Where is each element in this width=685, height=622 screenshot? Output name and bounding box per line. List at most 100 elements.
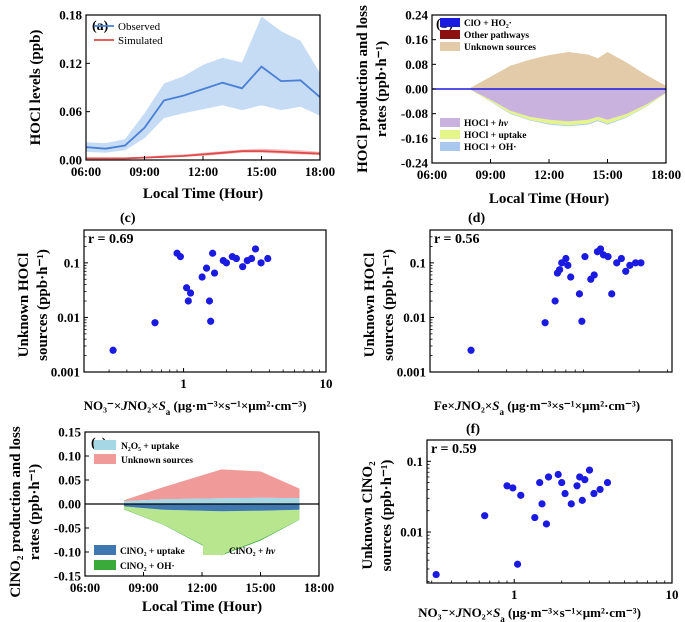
- scatter-point: [596, 245, 605, 253]
- scatter-point: [467, 346, 475, 354]
- y-tick-label: 0.00: [59, 153, 82, 168]
- y-axis-label-line2: rates (ppb·h⁻¹): [374, 41, 390, 137]
- y-axis-label-line1: Unknown ClNO₂: [360, 461, 376, 570]
- label-part: ×: [485, 398, 492, 413]
- label-part: NO₃⁻×: [418, 605, 456, 620]
- label-part: NO₂: [462, 605, 486, 620]
- scatter-point: [509, 484, 517, 492]
- scatter-point: [562, 254, 570, 263]
- x-tick-label: 06:00: [417, 167, 447, 182]
- x-tick-label: 09:00: [129, 164, 159, 179]
- scatter-point: [575, 290, 584, 298]
- scatter-point: [251, 245, 260, 253]
- scatter-point: [202, 264, 211, 272]
- y-tick-label: 0.01: [403, 310, 426, 325]
- scatter-point: [556, 266, 564, 274]
- label-part: ×: [151, 398, 158, 413]
- scatter-point: [544, 473, 553, 481]
- scatter-point: [536, 478, 544, 487]
- scatter-frame: [429, 229, 673, 373]
- legend-swatch: [94, 545, 116, 555]
- y-tick-label: 0.16: [405, 32, 428, 47]
- scatter-point: [205, 297, 214, 305]
- scatter-point: [232, 254, 241, 263]
- y-tick-label: -0.10: [54, 545, 81, 560]
- label-part: NO₃⁻×: [84, 398, 122, 413]
- label-part: a: [500, 614, 505, 622]
- label-part: S: [159, 398, 166, 413]
- scatter-point: [207, 317, 215, 325]
- area-n2o5-uptake: [124, 497, 300, 504]
- scatter-point: [578, 317, 586, 325]
- scatter-point: [564, 261, 572, 269]
- label-part: a: [166, 407, 171, 417]
- y-tick-label: 0.00: [405, 82, 428, 97]
- x-axis-label: NO₃⁻×JNO₂×Sa (μg·m⁻³×s⁻¹×μm²·cm⁻³): [84, 398, 307, 417]
- legend-swatch: [440, 142, 460, 151]
- x-axis-label: Local Time (Hour): [142, 599, 262, 615]
- x-tick-label: 10: [320, 376, 333, 391]
- observed-uncertainty-band: [86, 16, 320, 153]
- legend-swatch: [440, 42, 460, 51]
- legend-simulated-label: Simulated: [118, 35, 163, 47]
- correlation-annotation: r = 0.69: [88, 232, 133, 247]
- scatter-point: [596, 485, 604, 494]
- x-tick-label: 15:00: [592, 167, 622, 182]
- y-tick-label: 0.18: [59, 8, 82, 23]
- scatter-point: [581, 476, 589, 484]
- y-tick-label: 0.10: [58, 449, 81, 464]
- legend-swatch: [440, 30, 460, 39]
- y-tick-label: 0.001: [51, 365, 80, 380]
- panel-c: 0.1 0.01 0.001 1 10 (c) r = 0.69 Unknown HOCl so…: [16, 211, 333, 417]
- x-axis-label: Fe×JNO₂×Sa (μg·m⁻³×s⁻¹×μm²·cm⁻³): [434, 398, 640, 417]
- x-axis-label: Local Time (Hour): [489, 191, 609, 207]
- y-tick-label: 0.1: [64, 255, 80, 270]
- legend-label: ClNO₂ + hv: [229, 547, 276, 557]
- y-tick-label: 0.08: [405, 57, 428, 72]
- label-part: J: [455, 605, 463, 620]
- legend-swatch: [94, 560, 116, 570]
- panel-a: 0.00 0.06 0.12 0.18 06:00 09:00 12:00 15:00 18:0…: [28, 8, 335, 203]
- y-axis-label-line2: sources (ppb·h⁻¹): [35, 249, 51, 361]
- scatter-point: [637, 259, 645, 267]
- scatter-point: [541, 319, 549, 327]
- scatter-point: [109, 346, 117, 354]
- scatter-point: [481, 512, 489, 520]
- scatter-point: [608, 290, 616, 298]
- label-part: (μg·m⁻³×s⁻¹×μm²·cm⁻³): [504, 398, 640, 413]
- legend-swatch: [440, 130, 460, 139]
- legend-label: HOCl + hv: [464, 119, 509, 129]
- area-clno2-uptake: [124, 504, 300, 512]
- x-tick-label: 15:00: [245, 580, 275, 595]
- correlation-annotation: r = 0.59: [431, 442, 476, 457]
- panel-label: (c): [120, 211, 136, 226]
- legend-swatch: [440, 18, 460, 27]
- legend-label: ClNO₂ + uptake: [120, 547, 185, 557]
- scatter-frame: [426, 439, 673, 584]
- legend-label: HOCl + OH·: [464, 143, 516, 153]
- area-unknown-sources: [124, 469, 300, 502]
- legend-label-italic: hv: [498, 119, 508, 129]
- scatter-point: [432, 570, 440, 579]
- x-tick-label: 06:00: [70, 580, 100, 595]
- scatter-point: [551, 297, 559, 305]
- legend-label: N₂O₅ + uptake: [121, 442, 179, 452]
- label-part: NO₂: [461, 398, 485, 413]
- scatter-point: [542, 520, 551, 528]
- x-tick-label: 18:00: [305, 164, 335, 179]
- scatter-point: [517, 491, 525, 499]
- area-hocl-hv: [471, 89, 666, 122]
- scatter-point: [239, 263, 247, 271]
- label-part: S: [493, 605, 500, 620]
- scatter-point: [184, 297, 192, 305]
- panel-d: 0.1 0.01 0.001 (d) r = 0.56 Unknown HOCl sourc…: [362, 211, 673, 417]
- scatter-point: [617, 254, 625, 263]
- scatter-point: [626, 261, 634, 269]
- x-tick-label: 06:00: [71, 164, 101, 179]
- x-tick-label: 12:00: [534, 167, 564, 182]
- x-tick-label: 1: [511, 587, 518, 602]
- scatter-point: [613, 259, 621, 267]
- scatter-point: [186, 289, 195, 297]
- x-axis-label: NO₃⁻×JNO₂×Sa (μg·m⁻³×s⁻¹×μm²·cm⁻³): [418, 605, 641, 622]
